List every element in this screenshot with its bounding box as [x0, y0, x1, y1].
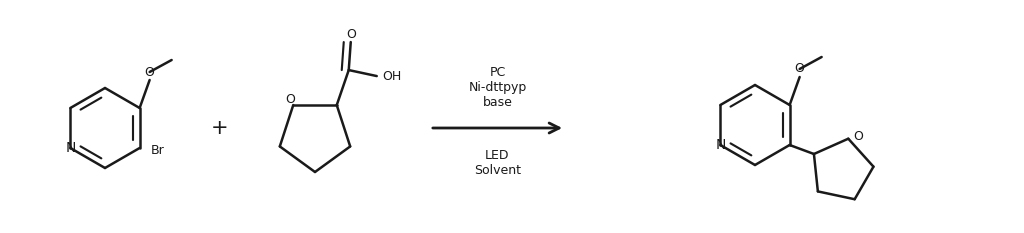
Text: +: +	[211, 118, 228, 138]
Text: O: O	[853, 130, 863, 143]
Text: LED
Solvent: LED Solvent	[474, 149, 521, 177]
Text: O: O	[286, 93, 295, 106]
Text: N: N	[715, 138, 726, 152]
Text: PC
Ni-dttpyp
base: PC Ni-dttpyp base	[468, 66, 526, 110]
Text: O: O	[144, 65, 155, 79]
Text: OH: OH	[382, 70, 401, 82]
Text: N: N	[66, 141, 76, 155]
Text: O: O	[795, 62, 805, 75]
Text: O: O	[346, 27, 355, 41]
Text: Br: Br	[151, 144, 165, 157]
